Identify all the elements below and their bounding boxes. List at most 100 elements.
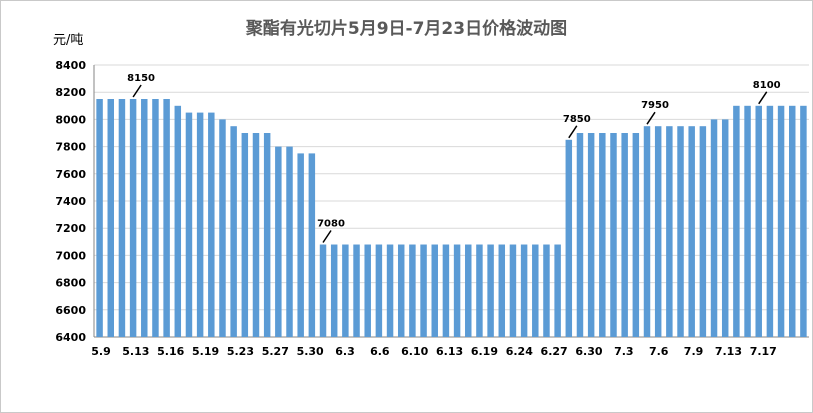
bar (118, 99, 126, 337)
x-tick-label: 5.23 (227, 345, 254, 358)
y-tick-label: 7200 (55, 222, 86, 235)
bar (476, 244, 483, 337)
bar (174, 105, 182, 337)
bar (554, 244, 561, 337)
data-label: 8100 (753, 80, 781, 91)
x-tick-label: 6.19 (471, 345, 498, 358)
bar (375, 244, 383, 337)
y-tick-label: 8200 (55, 86, 86, 99)
bar (543, 244, 550, 337)
x-tick-label: 5.9 (91, 345, 111, 358)
bar (353, 244, 360, 337)
bar (699, 126, 707, 337)
y-tick-label: 8400 (55, 59, 86, 72)
bar (576, 133, 584, 337)
bar (252, 133, 260, 337)
bar (286, 146, 293, 337)
chart-title: 聚酯有光切片5月9日-7月23日价格波动图 (245, 19, 568, 39)
bar (141, 99, 148, 337)
bar (241, 133, 249, 337)
bar (409, 244, 416, 337)
data-label-leader (132, 84, 142, 98)
bar (219, 119, 226, 338)
bar (610, 133, 617, 337)
x-tick-label: 6.6 (370, 345, 390, 358)
y-tick-label: 7600 (55, 168, 86, 181)
x-tick-label: 5.19 (192, 345, 219, 358)
bar (208, 112, 215, 337)
bar (107, 99, 114, 337)
y-axis-unit-label: 元/吨 (53, 33, 84, 48)
data-label: 7080 (317, 219, 345, 230)
bar (397, 244, 405, 337)
bar (342, 244, 349, 337)
bar (721, 119, 729, 338)
x-tick-label: 7.9 (684, 345, 704, 358)
bar (666, 126, 673, 337)
bar (420, 244, 427, 337)
bar (364, 244, 371, 337)
bar (196, 112, 204, 337)
y-tick-label: 8000 (55, 113, 86, 126)
x-tick-label: 7.6 (649, 345, 669, 358)
bar (263, 133, 271, 337)
bar (587, 133, 595, 337)
bar (465, 244, 472, 337)
y-tick-label: 6800 (55, 277, 86, 290)
data-label-leader (568, 125, 578, 139)
x-tick-label: 7.3 (614, 345, 634, 358)
x-tick-label: 7.13 (715, 345, 742, 358)
bar (487, 244, 494, 337)
y-tick-label: 7000 (55, 249, 86, 262)
x-tick-label: 7.17 (750, 345, 777, 358)
bar (565, 139, 573, 337)
bar (431, 244, 438, 337)
bar (275, 146, 282, 337)
x-tick-label: 5.30 (297, 345, 324, 358)
data-label-leader (322, 230, 332, 243)
data-label: 7850 (563, 114, 591, 125)
bar (152, 99, 159, 337)
y-tick-label: 7800 (55, 141, 86, 154)
x-tick-label: 5.13 (122, 345, 149, 358)
data-label-leader (646, 111, 656, 125)
bar (688, 126, 695, 337)
bar (632, 133, 640, 337)
x-tick-label: 6.27 (541, 345, 568, 358)
bar (308, 153, 316, 337)
bar (532, 244, 539, 337)
bar (800, 105, 807, 337)
data-label: 7950 (641, 100, 669, 111)
bar (654, 126, 662, 337)
bar (297, 153, 304, 337)
bar (710, 119, 718, 338)
x-tick-label: 6.3 (335, 345, 355, 358)
x-tick-label: 6.13 (436, 345, 463, 358)
bar (777, 105, 785, 337)
bar (733, 105, 740, 337)
x-tick-label: 5.27 (262, 345, 289, 358)
bar (453, 244, 461, 337)
x-tick-label: 5.16 (157, 345, 184, 358)
bar (498, 244, 506, 337)
bar (643, 126, 651, 337)
bar (755, 105, 762, 337)
bar (230, 126, 237, 337)
y-tick-label: 6600 (55, 304, 86, 317)
bar (744, 105, 751, 337)
bar (621, 133, 628, 337)
bar (330, 244, 338, 337)
bar (599, 133, 606, 337)
bar (442, 244, 450, 337)
x-tick-label: 6.10 (401, 345, 428, 358)
bar (677, 126, 684, 337)
x-tick-label: 6.24 (506, 345, 533, 358)
bar (520, 244, 528, 337)
x-tick-label: 6.30 (575, 345, 602, 358)
bar (129, 99, 137, 337)
bar (509, 244, 517, 337)
data-label: 8150 (127, 73, 155, 84)
y-tick-label: 6400 (55, 331, 86, 344)
